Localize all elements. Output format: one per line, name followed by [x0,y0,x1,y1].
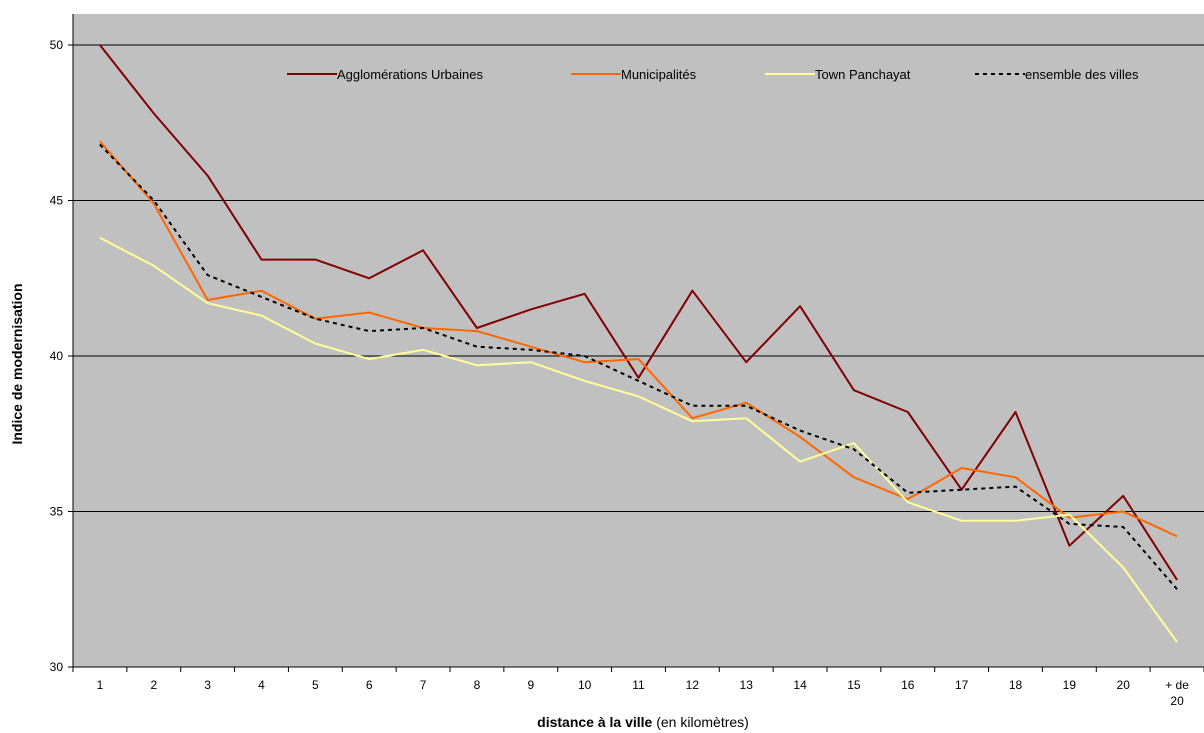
x-tick-label: 14 [793,678,807,692]
y-tick-label: 40 [50,349,64,363]
series-line-1 [99,44,1178,581]
legend-label-1: Agglomérations Urbaines [337,67,483,82]
x-tick-label: 10 [578,678,592,692]
x-tick-label: 6 [366,678,373,692]
x-tick-label-cont: 20 [1170,694,1184,708]
y-tick-label: 50 [50,38,64,52]
x-tick-label: 9 [527,678,534,692]
x-tick-label: 2 [150,678,157,692]
axes [72,14,1204,672]
x-tick-label: 4 [258,678,265,692]
series-line-3 [99,236,1178,643]
y-axis-title: Indice de modernisation [9,283,25,444]
gridlines [68,44,1204,668]
x-tick-label: 18 [1009,678,1023,692]
series-lines [99,44,1178,643]
series-line-4 [99,143,1178,590]
y-tick-label: 35 [50,505,64,519]
x-tick-label: 20 [1117,678,1131,692]
x-tick-label: 16 [901,678,915,692]
x-tick-label: 15 [847,678,861,692]
x-tick-label: 17 [955,678,969,692]
x-axis-title: distance à la ville (en kilomètres) [537,714,749,730]
legend-label-4: ensemble des villes [1025,67,1139,82]
y-tick-labels: 30 35 40 45 50 [50,38,64,674]
x-tick-label: 12 [686,678,700,692]
x-axis-title-main: distance à la ville [537,714,652,730]
x-tick-label: 7 [420,678,427,692]
x-axis-title-unit: (en kilomètres) [652,714,748,730]
y-tick-label: 30 [50,660,64,674]
x-tick-label: 1 [97,678,104,692]
x-tick-label: 8 [474,678,481,692]
legend: Agglomérations Urbaines Municipalités Town… [287,67,1139,82]
legend-label-2: Municipalités [621,67,697,82]
x-tick-label: 19 [1063,678,1077,692]
x-tick-label: + de [1165,678,1189,692]
x-tick-label: 3 [204,678,211,692]
x-tick-label: 13 [740,678,754,692]
plot-area [73,14,1204,667]
series-line-2 [99,140,1178,538]
legend-label-3: Town Panchayat [815,67,911,82]
x-tick-label: 5 [312,678,319,692]
x-tick-label: 11 [632,678,645,692]
y-tick-label: 45 [50,194,64,208]
